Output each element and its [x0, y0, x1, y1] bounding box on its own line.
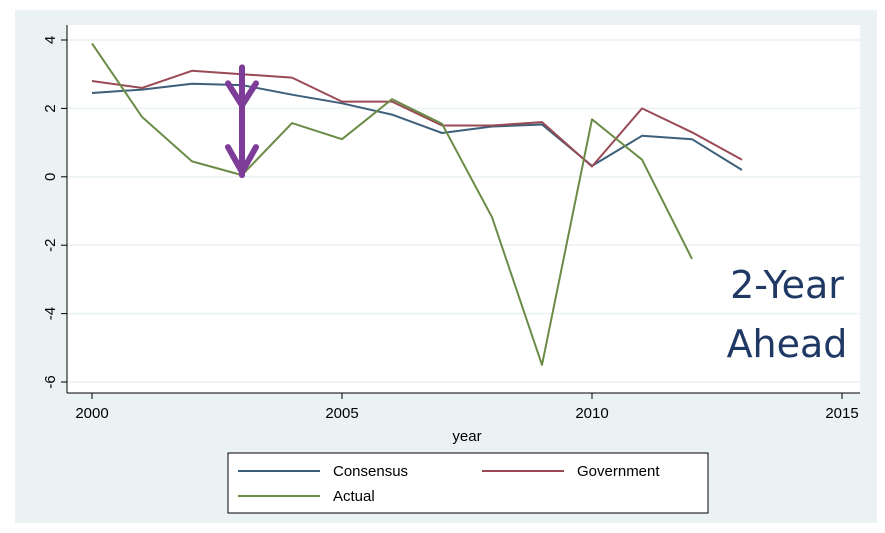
legend-label-actual: Actual — [333, 488, 375, 505]
y-tick-label: -2 — [42, 239, 59, 252]
legend-label-consensus: Consensus — [333, 463, 408, 480]
annotation-label-line: 2-Year — [730, 263, 844, 307]
x-tick-label: 2015 — [825, 405, 858, 422]
y-tick-label: 2 — [42, 104, 59, 112]
series-line-actual — [91, 42, 693, 366]
annotation-arrow-head-upper — [225, 80, 259, 109]
grid-lines — [67, 39, 860, 383]
series-lines — [91, 42, 743, 366]
x-axis-title: year — [452, 428, 481, 445]
series-line-consensus — [91, 82, 743, 171]
x-tick-label: 2005 — [325, 405, 358, 422]
y-tick-label: -6 — [42, 375, 59, 388]
legend-box — [227, 452, 709, 514]
axes: -6 -4 -2 0 2 4 2000 2005 2010 2015 — [42, 25, 860, 422]
annotations: 2-Year Ahead — [225, 64, 848, 366]
y-tick-label: 4 — [42, 36, 59, 44]
plot-area — [67, 25, 860, 393]
y-tick-label: 0 — [42, 173, 59, 181]
annotation-arrow-head-lower — [225, 144, 259, 176]
x-tick-label: 2010 — [575, 405, 608, 422]
y-tick-label: -4 — [42, 307, 59, 320]
legend-label-government: Government — [577, 463, 660, 480]
x-tick-label: 2000 — [75, 405, 108, 422]
legend: Consensus Government Actual — [227, 452, 709, 514]
series-line-government — [91, 69, 743, 168]
annotation-label-line: Ahead — [727, 322, 848, 366]
